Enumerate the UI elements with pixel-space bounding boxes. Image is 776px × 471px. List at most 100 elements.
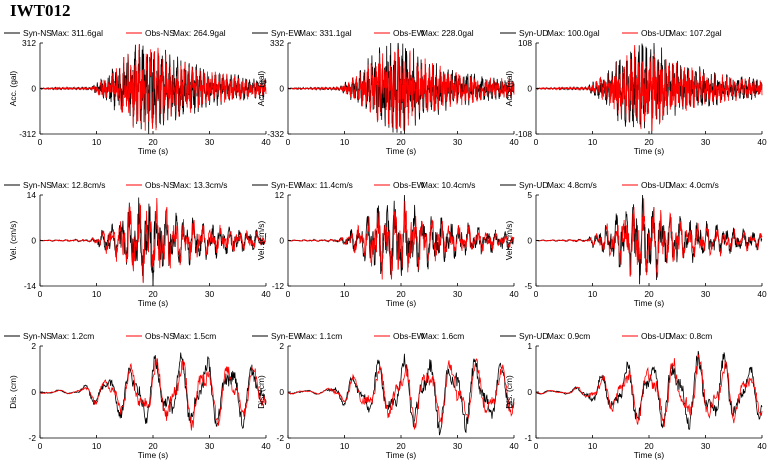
legend-name: Syn-EW [271,28,302,38]
x-tick-label: 40 [509,289,519,299]
x-tick-label: 40 [757,289,767,299]
legend-max: Max: 311.6gal [51,28,103,38]
x-tick-label: 30 [205,441,215,451]
y-axis-label: Dis. (cm) [504,375,514,409]
x-tick-label: 20 [396,137,406,147]
legend-name: Syn-NS [23,331,52,341]
y-tick-label: -1 [525,433,533,443]
x-tick-label: 20 [148,441,158,451]
x-tick-label: 40 [509,137,519,147]
series-line-obs-ud [535,353,763,428]
x-tick-label: 10 [588,137,598,147]
x-axis-label: Time (s) [386,146,417,156]
y-tick-label: 312 [22,38,36,48]
y-axis-label: Acc. (gal) [504,71,514,107]
legend-max: Max: 331.1gal [299,28,352,38]
legend-max: Max: 0.8cm [669,331,712,341]
y-tick-label: 0 [31,236,36,246]
series-line-syn-ew [288,353,515,436]
legend-max: Max: 1.5cm [173,331,216,341]
x-tick-label: 30 [453,441,463,451]
y-tick-label: -2 [29,433,37,443]
series-line-syn-ud [535,350,763,430]
x-tick-label: 0 [534,441,539,451]
x-axis-label: Time (s) [634,450,665,460]
series-line-obs-ns [40,197,267,284]
y-tick-label: 0 [279,236,284,246]
legend-name: Syn-NS [23,180,52,190]
y-axis-label: Dis. (cm) [256,375,266,409]
x-tick-label: 30 [701,137,711,147]
legend-name: Syn-UD [519,28,548,38]
x-tick-label: 30 [205,137,215,147]
legend-name: Obs-UD [641,28,671,38]
y-tick-label: 2 [279,341,284,351]
y-tick-label: 0 [279,84,284,94]
x-tick-label: 20 [644,137,654,147]
y-axis-label: Vel. (cm/s) [504,221,514,261]
x-tick-label: 0 [38,289,43,299]
x-tick-label: 10 [92,137,102,147]
y-tick-label: -14 [24,281,36,291]
y-tick-label: 0 [527,236,532,246]
series-line-obs-ew [288,200,515,280]
legend-max: Max: 12.8cm/s [51,180,105,190]
x-axis-label: Time (s) [138,298,169,308]
legend-name: Syn-EW [271,180,302,190]
legend-max: Max: 1.1cm [299,331,342,341]
legend-max: Max: 11.4cm/s [299,180,353,190]
x-axis-label: Time (s) [386,298,417,308]
y-tick-label: -332 [267,129,284,139]
y-tick-label: -2 [277,433,285,443]
x-tick-label: 40 [757,441,767,451]
x-tick-label: 10 [92,289,102,299]
legend-max: Max: 264.9gal [173,28,226,38]
x-tick-label: 20 [148,137,158,147]
x-axis-label: Time (s) [634,298,665,308]
legend-max: Max: 1.2cm [51,331,94,341]
legend-max: Max: 4.8cm/s [547,180,597,190]
y-tick-label: 2 [31,341,36,351]
legend-name: Obs-EW [393,331,425,341]
legend-max: Max: 13.3cm/s [173,180,227,190]
x-tick-label: 10 [588,289,598,299]
x-tick-label: 10 [340,289,350,299]
x-tick-label: 20 [396,289,406,299]
x-tick-label: 40 [509,441,519,451]
x-tick-label: 0 [534,289,539,299]
y-tick-label: 108 [518,38,532,48]
legend-max: Max: 10.4cm/s [421,180,475,190]
y-axis-label: Acc. (gal) [256,71,266,107]
y-tick-label: 0 [527,387,532,397]
x-tick-label: 10 [340,137,350,147]
x-tick-label: 40 [261,289,271,299]
y-tick-label: -12 [272,281,284,291]
x-tick-label: 30 [205,289,215,299]
legend-max: Max: 107.2gal [669,28,722,38]
legend-name: Syn-NS [23,28,52,38]
x-tick-label: 0 [286,137,291,147]
y-tick-label: -312 [19,129,36,139]
y-tick-label: 12 [275,190,285,200]
legend-name: Obs-EW [393,28,425,38]
x-tick-label: 40 [757,137,767,147]
x-axis-label: Time (s) [138,450,169,460]
x-tick-label: 20 [644,441,654,451]
series-line-obs-ns [39,44,267,131]
legend-max: Max: 1.6cm [421,331,464,341]
x-tick-label: 10 [588,441,598,451]
legend-name: Obs-NS [145,180,175,190]
y-axis-label: Dis. (cm) [8,375,18,409]
x-tick-label: 0 [38,137,43,147]
y-tick-label: 0 [31,387,36,397]
y-axis-label: Vel. (cm/s) [8,221,18,261]
x-tick-label: 30 [701,441,711,451]
x-tick-label: 0 [38,441,43,451]
x-tick-label: 0 [286,289,291,299]
